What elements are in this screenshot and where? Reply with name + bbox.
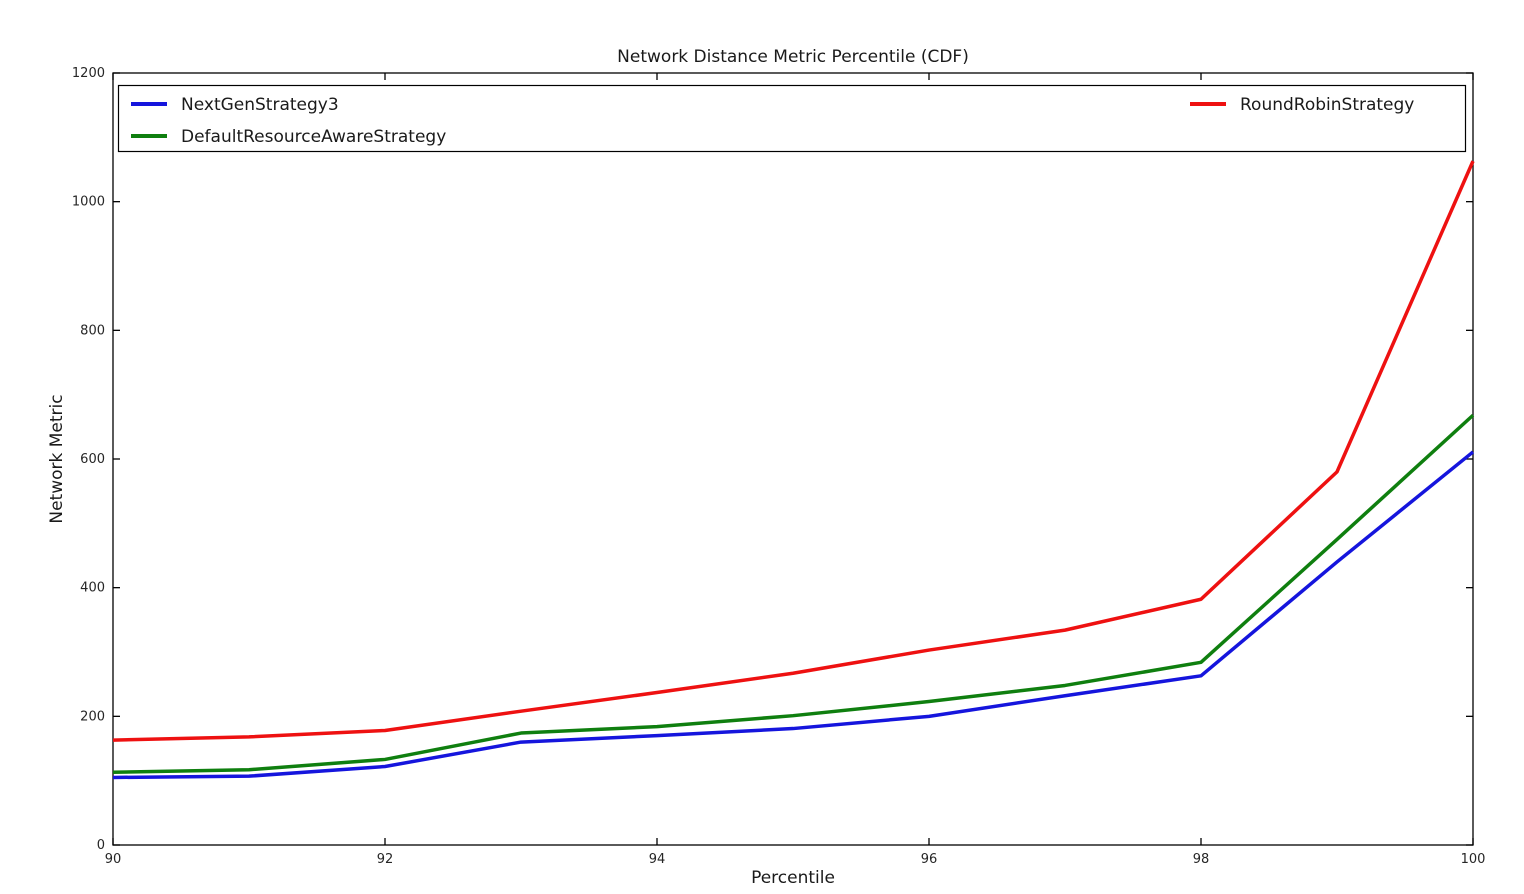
x-axis-label: Percentile [751, 868, 835, 888]
y-tick-label: 400 [80, 581, 105, 596]
legend-label-roundrobinstrategy: RoundRobinStrategy [1240, 95, 1414, 115]
chart-title: Network Distance Metric Percentile (CDF) [617, 47, 969, 67]
y-tick-label: 0 [97, 838, 105, 853]
series-line-nextgenstrategy3 [112, 450, 1475, 780]
y-tick-label: 1000 [72, 195, 105, 210]
x-tick-label: 92 [377, 852, 394, 867]
x-tick-label: 100 [1461, 852, 1486, 867]
x-tick-label: 98 [1193, 852, 1210, 867]
y-tick-label: 1200 [72, 66, 105, 81]
legend-label-defaultresourceawarestrategy: DefaultResourceAwareStrategy [181, 127, 446, 147]
legend-box [117, 84, 1467, 153]
x-tick-label: 94 [649, 852, 666, 867]
series-line-defaultresourceawarestrategy [112, 413, 1475, 775]
x-tick-label: 90 [105, 852, 122, 867]
series-line-roundrobinstrategy [112, 160, 1475, 742]
y-tick-label: 600 [80, 452, 105, 467]
y-tick-label: 200 [80, 709, 105, 724]
x-tick-label: 96 [921, 852, 938, 867]
y-tick-label: 800 [80, 323, 105, 338]
legend: NextGenStrategy3 DefaultResourceAwareStr… [117, 84, 1467, 153]
y-axis-label: Network Metric [47, 394, 67, 523]
legend-label-nextgenstrategy3: NextGenStrategy3 [181, 95, 339, 115]
